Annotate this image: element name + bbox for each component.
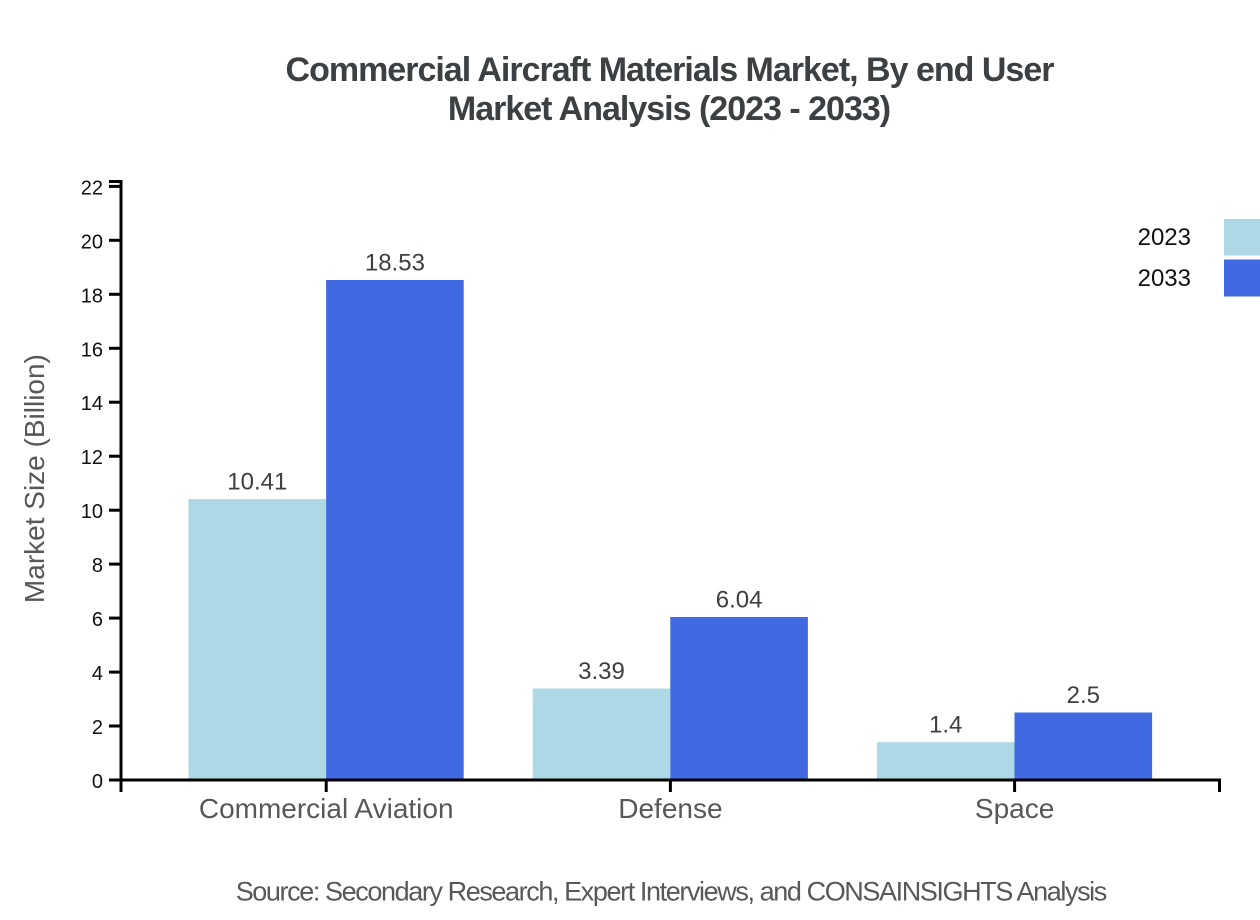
svg-text:10: 10 (81, 501, 103, 523)
svg-text:18.53: 18.53 (365, 250, 425, 277)
svg-text:3.39: 3.39 (578, 658, 625, 685)
svg-text:6.04: 6.04 (716, 587, 763, 614)
svg-text:2033: 2033 (1138, 265, 1191, 292)
svg-text:Commercial Aviation: Commercial Aviation (199, 793, 454, 824)
svg-text:Market Size (Billion): Market Size (Billion) (19, 354, 50, 603)
svg-text:18: 18 (81, 285, 103, 307)
svg-text:2023: 2023 (1138, 224, 1191, 251)
svg-text:2: 2 (92, 717, 103, 739)
svg-text:22: 22 (81, 177, 103, 199)
svg-text:2.5: 2.5 (1067, 682, 1100, 709)
svg-text:1.4: 1.4 (929, 712, 962, 739)
svg-text:20: 20 (81, 231, 103, 253)
svg-text:Defense: Defense (618, 793, 722, 824)
svg-text:Commercial Aircraft Materials: Commercial Aircraft Materials Market, By… (286, 51, 1055, 89)
svg-text:Space: Space (975, 793, 1054, 824)
svg-text:8: 8 (92, 555, 103, 577)
svg-text:6: 6 (92, 609, 103, 631)
svg-text:0: 0 (92, 771, 103, 793)
svg-text:12: 12 (81, 447, 103, 469)
svg-text:16: 16 (81, 339, 103, 361)
svg-text:4: 4 (92, 663, 103, 685)
svg-text:14: 14 (81, 393, 103, 415)
svg-text:Source: Secondary Research, Ex: Source: Secondary Research, Expert Inter… (236, 876, 1107, 906)
svg-text:Market Analysis (2023 - 2033): Market Analysis (2023 - 2033) (448, 90, 890, 128)
svg-text:10.41: 10.41 (227, 469, 287, 496)
